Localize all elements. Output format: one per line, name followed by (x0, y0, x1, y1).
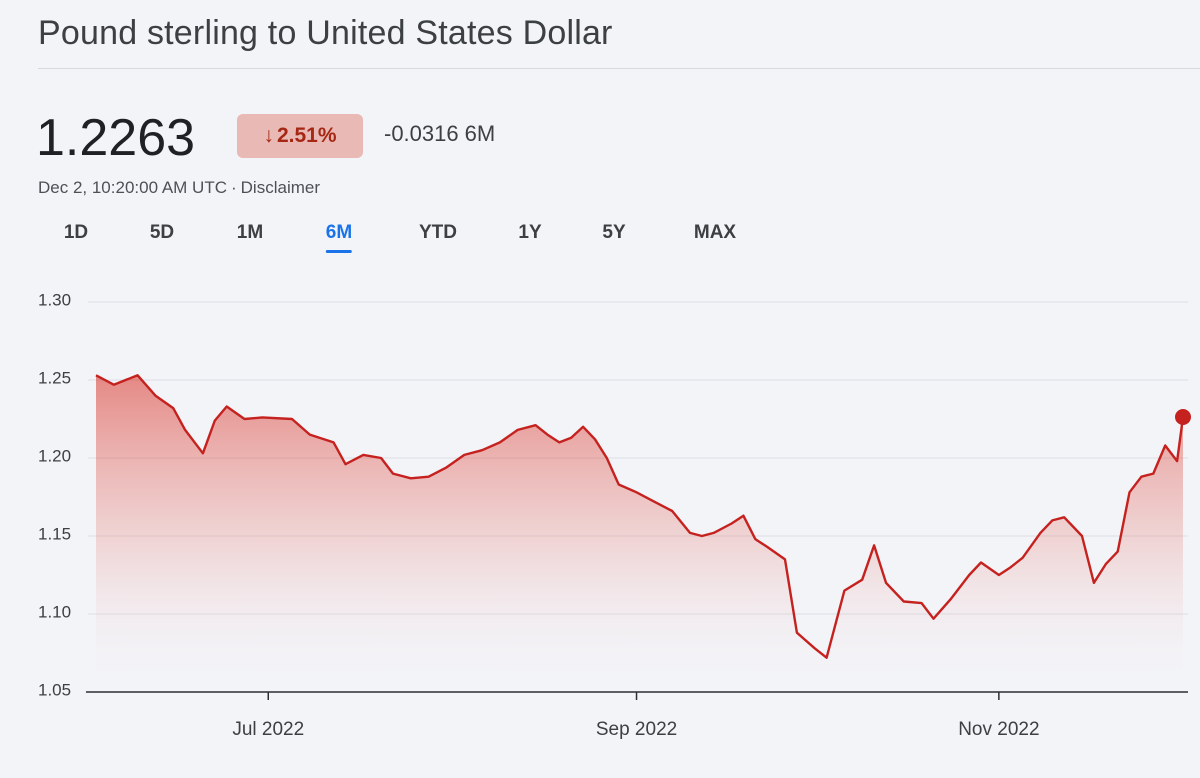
disclaimer-link[interactable]: Disclaimer (240, 178, 320, 197)
y-tick-label: 1.10 (38, 602, 71, 621)
quote-meta: Dec 2, 10:20:00 AM UTC · Disclaimer (38, 178, 320, 198)
down-arrow-icon: ↓ (263, 124, 274, 147)
x-tick-label: Sep 2022 (596, 719, 677, 740)
y-tick-label: 1.05 (38, 680, 71, 699)
x-axis-labels: Jul 2022 Sep 2022 Nov 2022 (232, 692, 1040, 740)
y-tick-label: 1.30 (38, 290, 71, 309)
change-percent: 2.51% (276, 124, 337, 147)
price-chart[interactable]: 1.30 1.25 1.20 1.15 1.10 1.05 Jul 2022 Sep 202… (0, 280, 1200, 758)
price-area-fill (96, 375, 1183, 692)
meta-separator: · (230, 178, 237, 197)
active-tab-indicator (325, 250, 353, 253)
tab-5d[interactable]: 5D (149, 222, 175, 243)
tab-1y[interactable]: 1Y (518, 222, 542, 243)
tab-1d[interactable]: 1D (63, 222, 89, 243)
price-line (95, 374, 1185, 659)
change-value: -0.0316 (384, 121, 459, 146)
tab-1m[interactable]: 1M (236, 222, 264, 243)
tab-5y[interactable]: 5Y (602, 222, 626, 243)
change-amount: -0.0316 6M (384, 121, 495, 147)
tab-ytd[interactable]: YTD (419, 222, 457, 243)
y-tick-label: 1.20 (38, 446, 71, 465)
range-tabs: 1D 5D 1M 6M YTD 1Y 5Y MAX (0, 222, 800, 262)
page-title: Pound sterling to United States Dollar (38, 14, 613, 52)
header-divider (38, 68, 1200, 69)
change-period: 6M (464, 121, 496, 146)
change-percent-badge: ↓ 2.51% (237, 114, 363, 158)
y-axis-labels: 1.30 1.25 1.20 1.15 1.10 1.05 (38, 290, 71, 699)
y-tick-label: 1.15 (38, 524, 71, 543)
tab-max[interactable]: MAX (693, 222, 737, 243)
current-price: 1.2263 (36, 109, 196, 167)
x-tick-label: Nov 2022 (958, 719, 1039, 740)
y-tick-label: 1.25 (38, 368, 71, 387)
timestamp: Dec 2, 10:20:00 AM UTC (38, 178, 227, 197)
current-price-dot (1175, 408, 1191, 425)
tab-6m[interactable]: 6M (325, 222, 353, 253)
x-tick-label: Jul 2022 (232, 719, 304, 740)
